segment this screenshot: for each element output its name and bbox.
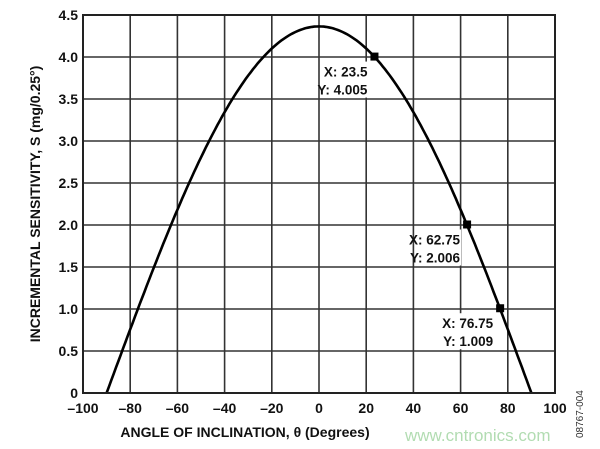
- data-point-annotation: X: 76.75 Y: 1.009: [442, 304, 505, 350]
- annotations: X: 23.5 Y: 4.005 X: 62.75 Y: 2.006 X: 76.75 Y…: [317, 52, 505, 350]
- x-tick-label: 60: [453, 400, 469, 416]
- x-tick-label: 80: [500, 400, 516, 416]
- y-tick-label: 4.0: [59, 49, 79, 65]
- annotation-x-label: X: 23.5: [324, 65, 368, 80]
- data-point-marker: [496, 304, 505, 313]
- x-tick-label: 100: [543, 400, 567, 416]
- y-tick-label: 1.0: [59, 301, 79, 317]
- data-point-annotation: X: 62.75 Y: 2.006: [409, 220, 472, 266]
- annotation-y-label: Y: 2.006: [410, 250, 461, 265]
- series-line: [105, 25, 533, 394]
- figure-id: 08767-004: [575, 390, 586, 438]
- annotation-x-label: X: 76.75: [442, 316, 494, 331]
- x-tick-label: –20: [260, 400, 284, 416]
- y-tick-label: 0.5: [59, 343, 79, 359]
- x-tick-label: 20: [358, 400, 374, 416]
- y-tick-label: 3.0: [59, 133, 79, 149]
- y-tick-label: 3.5: [59, 91, 79, 107]
- y-tick-label: 1.5: [59, 259, 79, 275]
- plot-frame: [82, 14, 556, 394]
- annotation-background: [450, 313, 495, 350]
- x-tick-label: –60: [166, 400, 190, 416]
- x-tick-label: –100: [67, 400, 98, 416]
- data-point-marker: [463, 220, 472, 229]
- x-tick-label: 0: [315, 400, 323, 416]
- x-tick-label: 40: [406, 400, 422, 416]
- y-tick-label: 2.0: [59, 217, 79, 233]
- y-axis-label: INCREMENTAL SENSITIVITY, S (mg/0.25°): [27, 66, 43, 343]
- annotation-background: [324, 61, 369, 98]
- annotation-background: [417, 229, 462, 266]
- y-tick-label: 4.5: [59, 7, 79, 23]
- annotation-y-label: Y: 4.005: [317, 83, 368, 98]
- x-axis-label: ANGLE OF INCLINATION, θ (Degrees): [120, 424, 369, 440]
- y-tick-label: 0: [70, 385, 78, 401]
- x-tick-label: –80: [119, 400, 143, 416]
- y-tick-label: 2.5: [59, 175, 79, 191]
- x-tick-labels: –100 –80 –60 –40 –20 0 20 40 60 80 100: [67, 400, 566, 416]
- annotation-y-label: Y: 1.009: [443, 334, 493, 349]
- y-tick-labels: 0 0.5 1.0 1.5 2.0 2.5 3.0 3.5 4.0 4.5: [59, 7, 79, 401]
- x-tick-label: –40: [213, 400, 237, 416]
- data-point-marker: [370, 52, 379, 61]
- data-point-annotation: X: 23.5 Y: 4.005: [317, 52, 379, 98]
- annotation-x-label: X: 62.75: [409, 232, 461, 247]
- watermark: www.cntronics.com: [404, 426, 550, 445]
